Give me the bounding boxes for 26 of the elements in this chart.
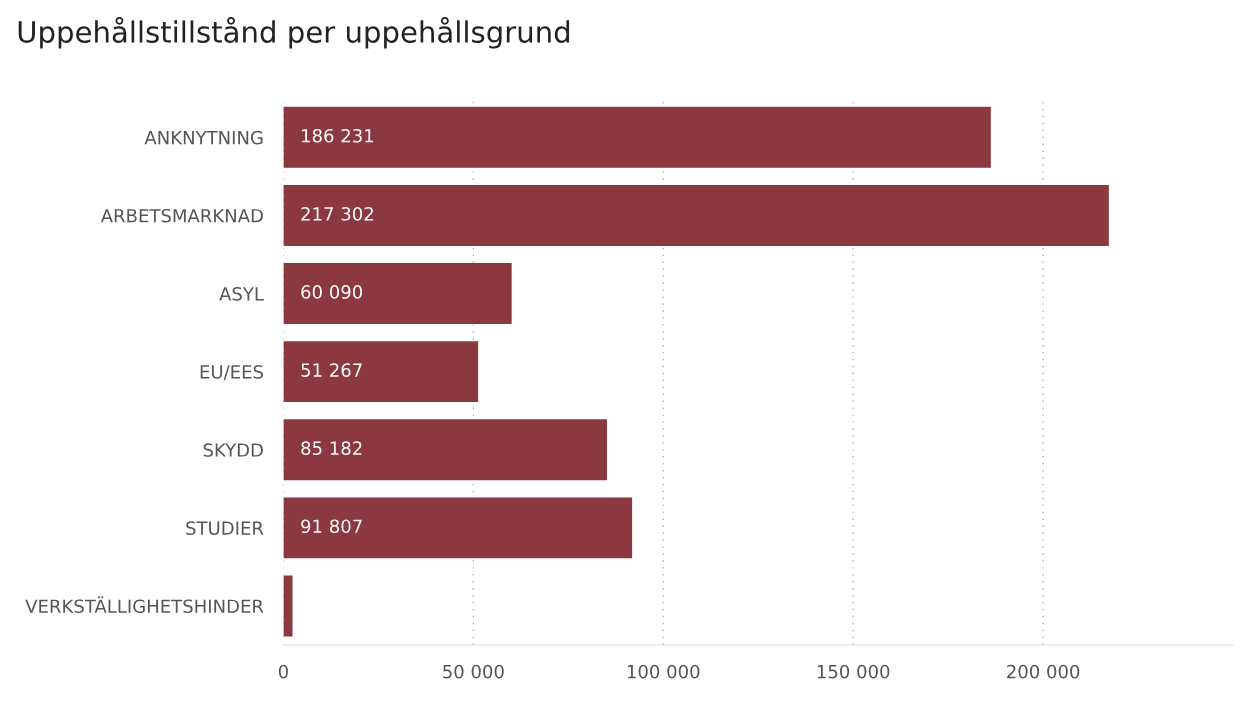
- y-tick-label: ASYL: [219, 287, 264, 301]
- x-tick-label: 150 000: [817, 664, 890, 679]
- data-label: 85 182: [301, 441, 362, 455]
- bar: [283, 263, 512, 324]
- y-tick-label: STUDIER: [186, 521, 264, 535]
- data-label: 217 302: [301, 207, 373, 221]
- x-tick-label: 50 000: [443, 664, 504, 679]
- y-tick-label: SKYDD: [203, 443, 263, 457]
- bar: [283, 419, 607, 481]
- y-tick-label: EU/EES: [200, 365, 263, 381]
- bar: [283, 497, 633, 559]
- y-tick-label: VERKSTÄLLIGHETSHINDER: [25, 596, 264, 614]
- data-label: 60 090: [301, 285, 363, 299]
- y-tick-label: ANKNYTNING: [144, 130, 263, 145]
- x-tick-label: 0: [278, 664, 288, 679]
- bar: [283, 341, 479, 403]
- y-tick-label: ARBETSMARKNAD: [100, 208, 263, 223]
- chart-title: Uppehållstillstånd per uppehållsgrund: [18, 16, 570, 49]
- bar: [283, 575, 293, 637]
- data-label: 51 267: [301, 363, 362, 377]
- x-tick-label: 200 000: [1007, 664, 1080, 679]
- data-label: 91 807: [301, 519, 362, 534]
- data-label: 186 231: [302, 128, 374, 143]
- bar: [283, 184, 1109, 246]
- x-tick-label: 100 000: [627, 664, 700, 679]
- bar: [283, 106, 991, 168]
